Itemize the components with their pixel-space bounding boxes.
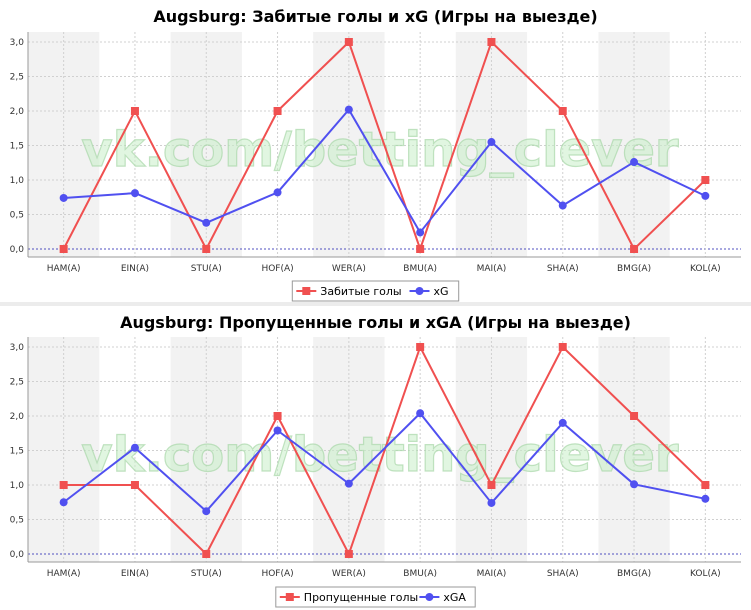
x-tick-label: HOF(A): [261, 264, 293, 274]
x-tick-label: MAI(A): [477, 264, 507, 274]
data-point-square: [558, 343, 567, 351]
plot-area: [27, 337, 741, 563]
data-point-circle: [130, 189, 139, 198]
series-line-1: [63, 346, 707, 555]
y-tick-label: 2,0: [10, 107, 25, 117]
y-tick-label: 1,5: [10, 447, 24, 457]
data-point-circle: [202, 507, 211, 516]
y-tick-label: 2,0: [10, 412, 25, 422]
series-line-2: [63, 412, 706, 513]
legend-label: xGA: [443, 591, 466, 604]
y-tick-label: 2,5: [10, 378, 24, 388]
x-tick-label: HAM(A): [47, 264, 81, 274]
legend-box: [291, 280, 460, 302]
x-tick-label: SHA(A): [547, 569, 579, 579]
data-point-circle: [630, 480, 639, 489]
data-point-square: [273, 107, 282, 115]
data-point-square: [416, 245, 425, 253]
legend-box: [275, 586, 476, 608]
data-point-circle: [487, 498, 496, 507]
y-tick-label: 1,0: [10, 176, 25, 186]
x-tick-label: HAM(A): [47, 569, 81, 579]
data-point-square: [273, 412, 282, 420]
data-point-circle: [558, 201, 567, 210]
y-tick-label: 0,5: [10, 516, 24, 526]
data-point-circle: [487, 138, 496, 147]
x-tick-label: EIN(A): [121, 264, 149, 274]
legend-marker-circle: [415, 287, 424, 295]
data-point-circle: [701, 191, 710, 200]
watermark-text: vk.com/betting_clever: [81, 427, 679, 483]
data-point-square: [59, 481, 68, 489]
data-point-square: [130, 107, 139, 115]
data-point-square: [701, 481, 710, 489]
y-tick-label: 1,5: [10, 142, 24, 152]
x-tick-label: MAI(A): [477, 569, 507, 579]
data-point-square: [630, 245, 639, 253]
legend: Забитые голы xG: [291, 280, 460, 302]
y-tick-label: 0,5: [10, 211, 24, 221]
y-tick-label: 3,0: [10, 343, 25, 353]
data-point-circle: [701, 494, 710, 503]
legend: Пропущенные голы xGA: [275, 586, 476, 608]
y-tick-label: 1,0: [10, 481, 25, 491]
data-point-square: [416, 343, 425, 351]
data-point-circle: [416, 409, 425, 418]
data-point-circle: [59, 498, 68, 507]
data-point-square: [701, 176, 710, 184]
data-point-circle: [273, 188, 282, 197]
x-tick-label: STU(A): [191, 264, 222, 274]
data-point-square: [344, 550, 353, 558]
data-point-square: [130, 481, 139, 489]
legend-label: xG: [434, 285, 449, 298]
x-tick-label: BMG(A): [617, 569, 651, 579]
data-point-circle: [558, 418, 567, 427]
x-tick-label: EIN(A): [121, 569, 149, 579]
legend-label: Забитые голы: [320, 285, 401, 298]
x-tick-label: BMU(A): [403, 569, 437, 579]
y-tick-label: 0,0: [10, 550, 25, 560]
data-point-circle: [273, 426, 282, 435]
x-tick-label: WER(A): [332, 264, 366, 274]
data-point-square: [344, 38, 353, 46]
x-tick-label: HOF(A): [261, 569, 293, 579]
series-line-2: [63, 108, 706, 234]
x-tick-label: BMG(A): [617, 264, 651, 274]
data-point-circle: [416, 228, 425, 237]
data-point-square: [202, 245, 211, 253]
data-point-square: [630, 412, 639, 420]
x-tick-label: BMU(A): [403, 264, 437, 274]
data-point-square: [487, 38, 496, 46]
x-tick-label: KOL(A): [690, 264, 721, 274]
x-tick-label: STU(A): [191, 569, 222, 579]
x-tick-label: SHA(A): [547, 264, 579, 274]
series-line-1: [62, 41, 707, 250]
data-point-square: [202, 550, 211, 558]
y-tick-label: 3,0: [10, 38, 25, 48]
y-tick-label: 0,0: [10, 245, 25, 255]
legend-marker-circle: [425, 593, 434, 601]
legend-marker-square: [285, 593, 294, 601]
data-point-circle: [59, 193, 68, 202]
data-point-circle: [344, 479, 353, 488]
x-tick-label: WER(A): [332, 569, 366, 579]
data-point-square: [59, 245, 68, 253]
chart-panel-2: Augsburg: Пропущенные голы и xGA (Игры н…: [0, 306, 751, 610]
chart-title: Augsburg: Пропущенные голы и xGA (Игры н…: [120, 313, 631, 332]
data-point-square: [487, 481, 496, 489]
legend-label: Пропущенные голы: [304, 591, 418, 604]
data-point-circle: [344, 105, 353, 114]
data-point-circle: [630, 158, 639, 167]
data-point-square: [558, 107, 567, 115]
data-point-circle: [202, 218, 211, 227]
chart-panel-1: Augsburg: Забитые голы и xG (Игры на вые…: [0, 0, 751, 302]
data-point-circle: [130, 443, 139, 452]
y-tick-label: 2,5: [10, 73, 24, 83]
x-tick-label: KOL(A): [690, 569, 721, 579]
chart-title: Augsburg: Забитые голы и xG (Игры на вые…: [153, 7, 597, 26]
legend-marker-square: [302, 287, 311, 295]
